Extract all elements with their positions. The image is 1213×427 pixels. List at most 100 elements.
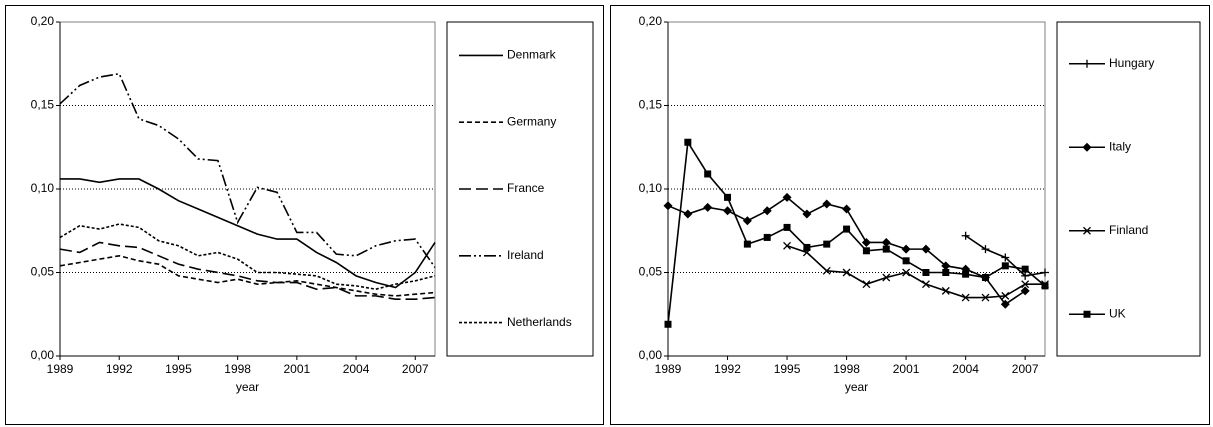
marker [1021,265,1029,273]
marker [882,273,891,282]
marker [743,240,751,248]
plot-area [667,21,1046,357]
legend-marker [1083,226,1091,235]
series-line [60,178,436,289]
y-tick-label: 0,15 [639,98,663,112]
marker [703,202,713,212]
legend-label: Italy [1109,139,1131,153]
legend-marker [1083,59,1091,68]
x-tick-label: 2007 [402,362,429,376]
marker [823,240,831,248]
marker [941,261,951,271]
marker [763,233,771,241]
marker [843,225,851,233]
marker [742,216,752,226]
legend-label: Germany [507,114,556,128]
marker [1021,271,1030,280]
marker [861,237,871,247]
x-tick-label: 1995 [774,362,801,376]
legend-label: UK [1109,306,1126,320]
y-tick-label: 0,05 [31,265,55,279]
marker [902,257,910,265]
marker [981,274,989,282]
marker [783,241,792,250]
marker [782,192,792,202]
x-axis-label: year [236,380,259,394]
legend-label: France [507,181,545,195]
marker [724,193,732,201]
marker [842,268,851,277]
marker [941,286,950,295]
marker [922,269,930,276]
series-line [59,254,436,297]
marker [902,268,911,277]
marker [704,170,712,178]
y-tick-label: 0,05 [639,265,663,279]
marker [1000,299,1010,309]
marker [1041,268,1049,277]
marker [822,266,831,275]
y-tick-label: 0,20 [31,14,55,28]
legend-marker [1082,142,1092,152]
y-tick-label: 0,20 [639,14,663,28]
x-tick-label: 1998 [833,362,860,376]
marker [803,243,811,251]
marker [802,209,812,219]
x-tick-label: 1992 [106,362,133,376]
marker [921,280,930,289]
marker [961,231,970,240]
marker [723,206,733,216]
marker [961,293,970,302]
y-tick-label: 0,15 [31,98,55,112]
marker [1020,286,1030,296]
marker [921,244,931,254]
series-line [59,223,436,291]
marker [942,269,950,276]
x-tick-label: 1995 [165,362,192,376]
x-axis-label: year [845,380,868,394]
series-line [59,72,436,268]
y-tick-label: 0,00 [31,348,55,362]
marker [1001,262,1009,270]
legend-marker [1083,310,1091,318]
marker [962,270,970,278]
x-tick-label: 1989 [47,362,74,376]
marker [663,201,673,211]
chart-frame [5,5,604,425]
marker [1041,282,1049,290]
x-tick-label: 1989 [655,362,682,376]
marker [901,244,911,254]
legend-label: Hungary [1109,56,1154,70]
x-tick-label: 2001 [893,362,920,376]
legend-label: Finland [1109,223,1148,237]
marker [881,237,891,247]
marker [862,247,870,255]
legend-box [446,21,594,357]
marker [762,206,772,216]
series-line [786,245,1045,299]
marker [862,280,871,289]
marker [1021,280,1030,289]
x-tick-label: 1998 [224,362,251,376]
x-tick-label: 2007 [1012,362,1039,376]
legend-label: Ireland [507,248,544,262]
marker [981,245,990,254]
legend-box [1056,21,1201,357]
y-tick-label: 0,10 [639,181,663,195]
marker [822,199,832,209]
marker [981,293,990,302]
marker [683,209,693,219]
marker [882,245,890,253]
marker [842,204,852,214]
legend-label: Denmark [507,48,557,62]
marker [664,320,672,328]
marker [1001,291,1010,300]
x-tick-label: 2004 [952,362,979,376]
series-line [59,241,436,301]
x-tick-label: 2004 [343,362,370,376]
chart-frame [610,5,1210,425]
legend-label: Netherlands [507,315,572,329]
marker [684,138,692,146]
y-tick-label: 0,00 [639,348,663,362]
